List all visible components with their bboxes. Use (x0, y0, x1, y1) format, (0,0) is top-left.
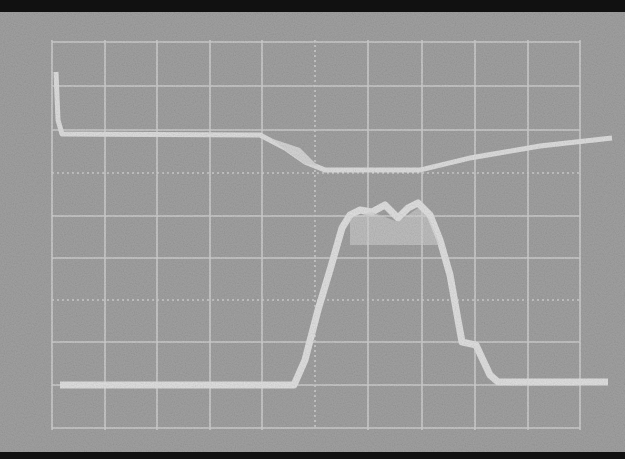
page (0, 0, 625, 459)
screen (0, 12, 625, 452)
oscilloscope-photo (0, 0, 625, 459)
